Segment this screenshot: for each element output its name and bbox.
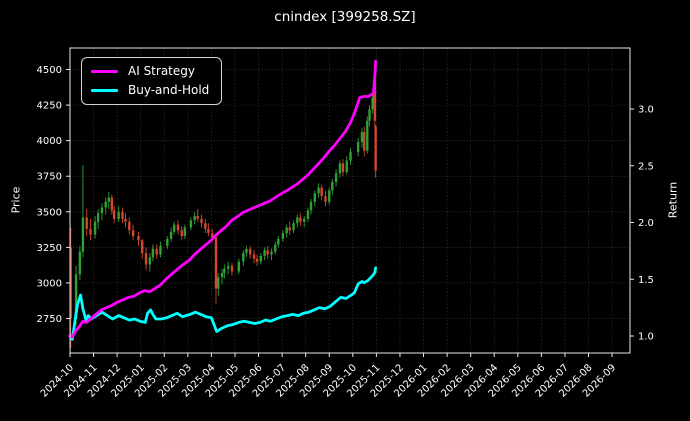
buy-and-hold-line: [68, 266, 378, 341]
svg-text:1.0: 1.0: [638, 332, 654, 343]
plot-border: [69, 47, 631, 354]
svg-text:3000: 3000: [37, 278, 62, 289]
legend-label-buy-and-hold: Buy-and-Hold: [128, 83, 210, 97]
y-axis-label-return: Return: [666, 181, 680, 219]
legend-item-buy-and-hold: Buy-and-Hold: [91, 84, 209, 96]
chart-title: cnindex [399258.SZ]: [274, 9, 416, 25]
y-axis-label-price: Price: [9, 186, 23, 214]
svg-text:3250: 3250: [37, 243, 62, 254]
svg-text:3.0: 3.0: [638, 105, 654, 116]
ai-strategy-line: [68, 59, 378, 339]
price-axis: 2750 3000 3250 3500 3750 4000 4250 4500: [37, 65, 70, 325]
legend: AI Strategy Buy-and-Hold: [81, 57, 223, 105]
buy-and-hold-line-swatch: [91, 88, 118, 92]
svg-text:1.5: 1.5: [638, 275, 654, 286]
svg-text:4500: 4500: [37, 65, 62, 76]
date-axis: 2024-102024-112024-122025-012025-022025-…: [39, 353, 618, 400]
candlesticks: [69, 74, 377, 349]
svg-text:2.5: 2.5: [638, 161, 654, 172]
svg-text:4250: 4250: [37, 101, 62, 112]
svg-text:2750: 2750: [37, 314, 62, 325]
legend-label-ai-strategy: AI Strategy: [128, 64, 195, 78]
legend-item-ai-strategy: AI Strategy: [91, 65, 209, 77]
svg-text:3750: 3750: [37, 172, 62, 183]
svg-text:2.0: 2.0: [638, 218, 654, 229]
svg-text:3500: 3500: [37, 207, 62, 218]
return-axis: 1.0 1.5 2.0 2.5 3.0: [630, 105, 654, 343]
ai-strategy-line-swatch: [91, 69, 118, 73]
svg-text:4000: 4000: [37, 136, 62, 147]
